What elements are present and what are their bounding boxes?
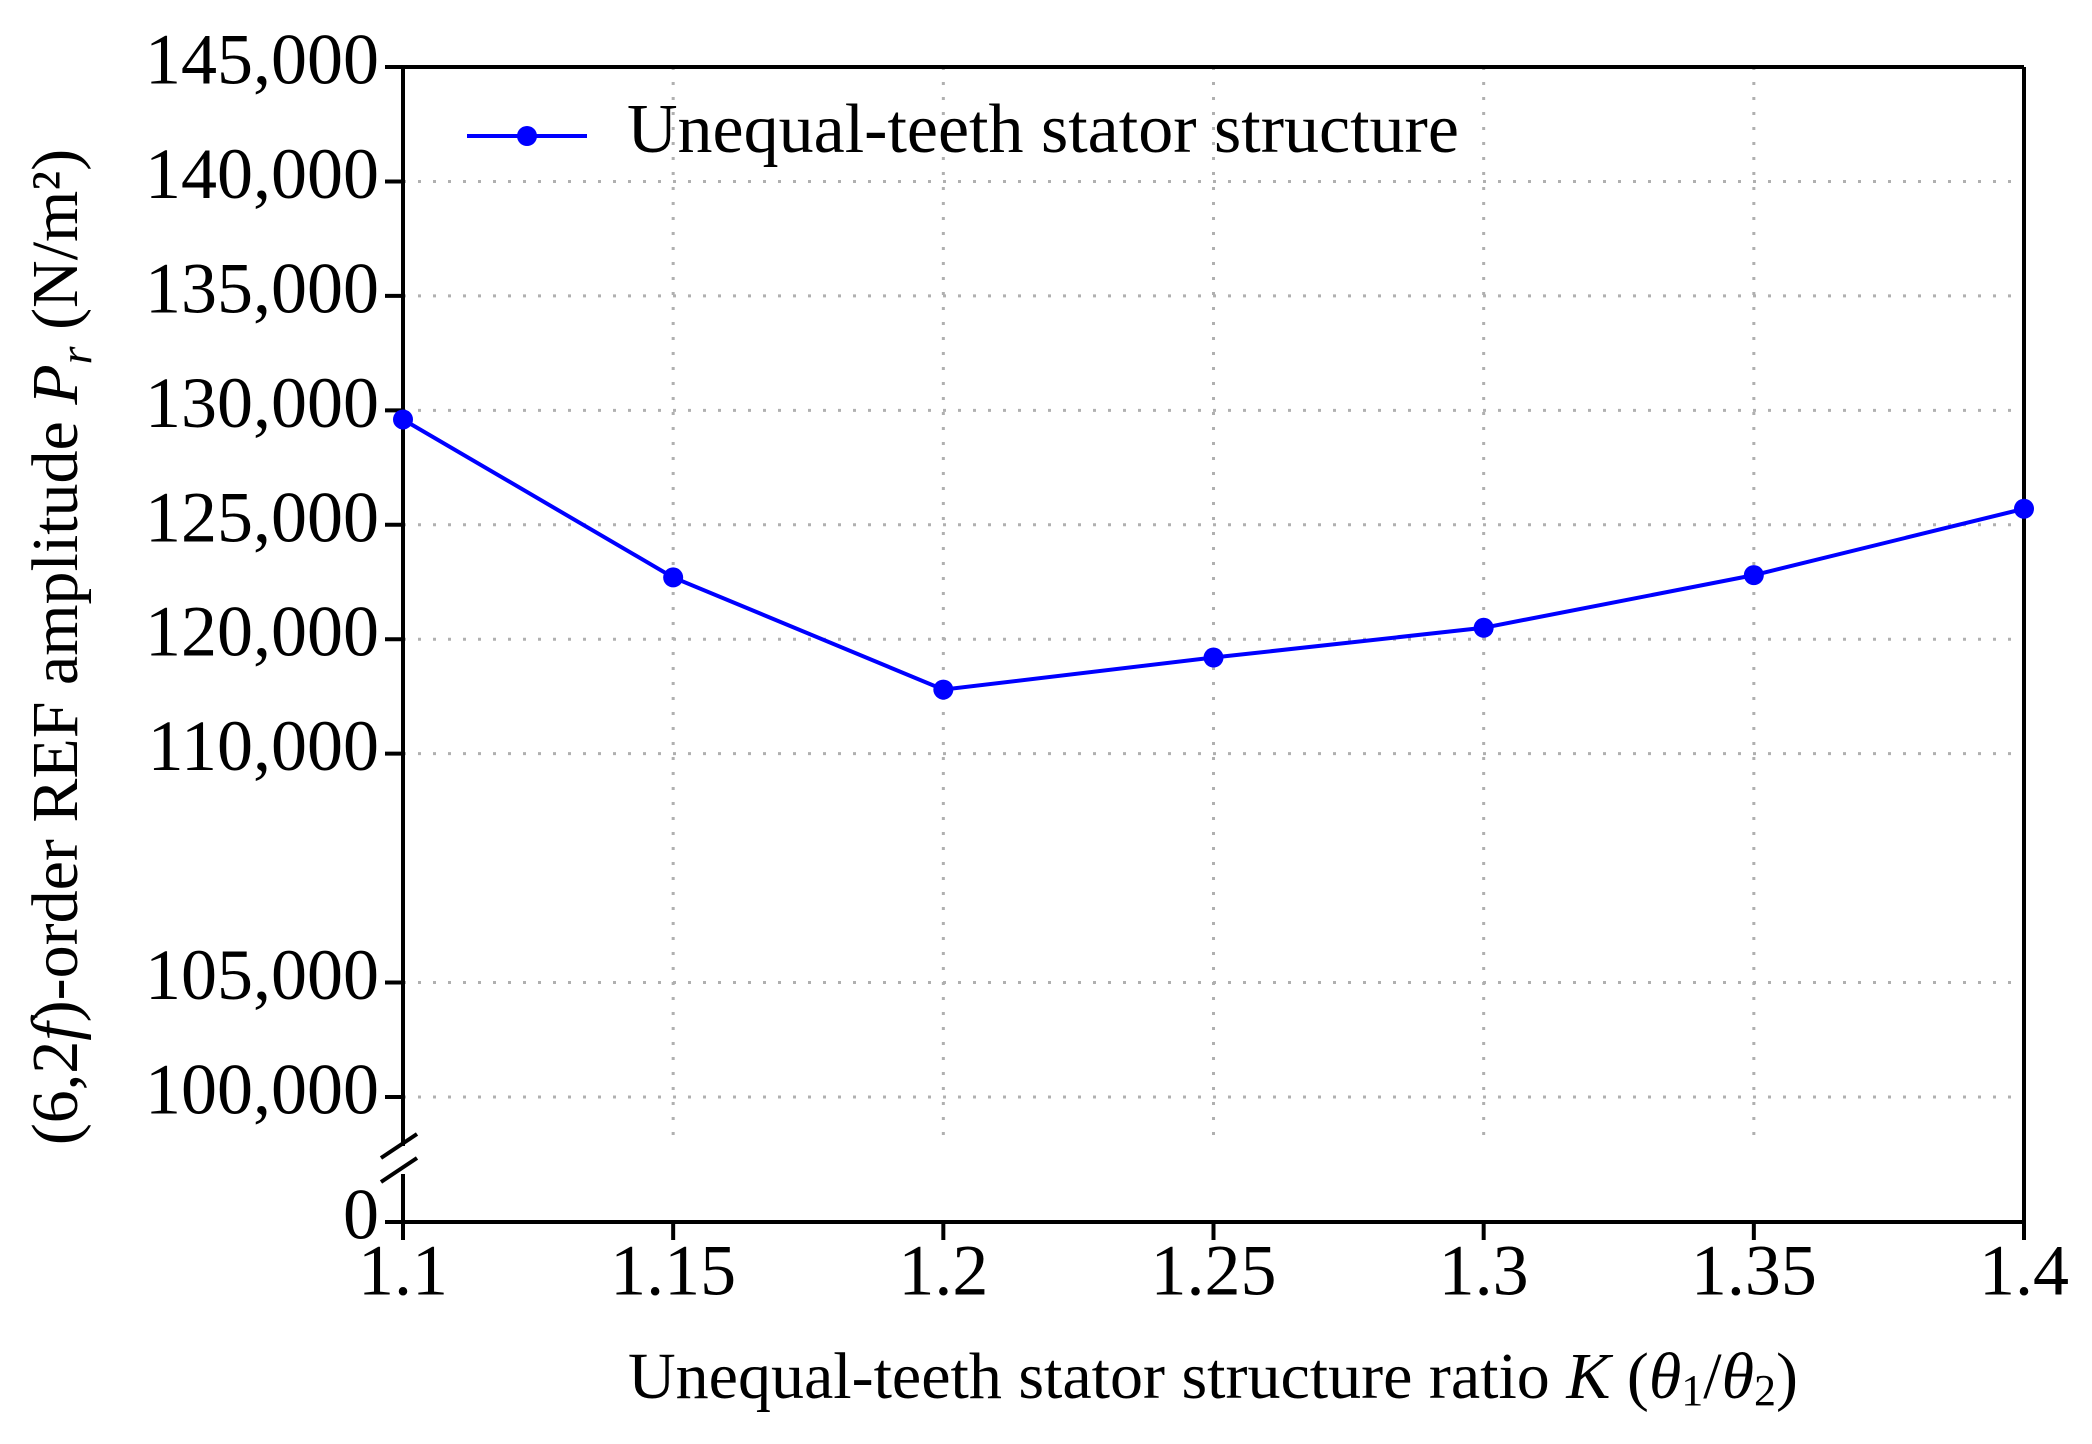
y-tick-label: 140,000	[145, 134, 379, 214]
legend-label: Unequal-teeth stator structure	[627, 91, 1459, 168]
x-label-part: θ	[1722, 1340, 1754, 1413]
x-label-part: )	[1776, 1340, 1798, 1413]
y-tick-label: 130,000	[145, 363, 379, 443]
x-tick-label: 1.2	[898, 1231, 988, 1311]
y-tick-label: 105,000	[145, 935, 379, 1015]
x-label-part: Unequal-teeth stator structure ratio	[628, 1340, 1566, 1413]
x-tick-label: 1.25	[1151, 1231, 1277, 1311]
data-point	[933, 679, 954, 700]
y-label-part: (6,2	[19, 1041, 92, 1145]
x-label-part: K	[1565, 1340, 1613, 1413]
data-point	[1473, 617, 1494, 638]
data-point	[1203, 647, 1224, 668]
x-tick-label: 1.4	[1979, 1231, 2069, 1311]
legend-marker	[517, 126, 537, 146]
x-tick-label: 1.3	[1439, 1231, 1529, 1311]
data-point	[663, 567, 684, 588]
x-axis-label: Unequal-teeth stator structure ratio K (…	[628, 1340, 1798, 1415]
y-label-part: )-order REF amplitude	[19, 405, 92, 1023]
y-tick-label: 145,000	[145, 20, 379, 100]
x-label-part: θ	[1649, 1340, 1681, 1413]
axis-break	[379, 1132, 419, 1160]
x-label-part: 2	[1754, 1366, 1776, 1415]
axis-break	[379, 1156, 419, 1184]
y-label-part: P	[19, 364, 92, 405]
x-label-part: 1	[1681, 1366, 1703, 1415]
x-tick-label: 1.1	[358, 1231, 448, 1311]
x-label-part: /	[1703, 1340, 1722, 1413]
y-tick-label: 120,000	[145, 592, 379, 672]
y-label-part: r	[50, 345, 101, 364]
data-point	[393, 409, 413, 430]
y-axis-label: (6,2f)-order REF amplitude Pr (N/m²)	[19, 149, 100, 1145]
x-label-part: (	[1610, 1340, 1648, 1413]
y-tick-label: 125,000	[145, 477, 379, 557]
data-point	[2014, 498, 2034, 519]
y-tick-label: 0	[343, 1175, 379, 1255]
y-tick-label: 110,000	[148, 706, 379, 786]
x-tick-label: 1.15	[610, 1231, 736, 1311]
data-point	[1743, 565, 1764, 586]
y-label-part: (N/m²)	[19, 149, 92, 347]
x-tick-label: 1.35	[1691, 1231, 1817, 1311]
y-tick-label: 135,000	[145, 248, 379, 328]
y-tick-label: 100,000	[145, 1050, 379, 1130]
